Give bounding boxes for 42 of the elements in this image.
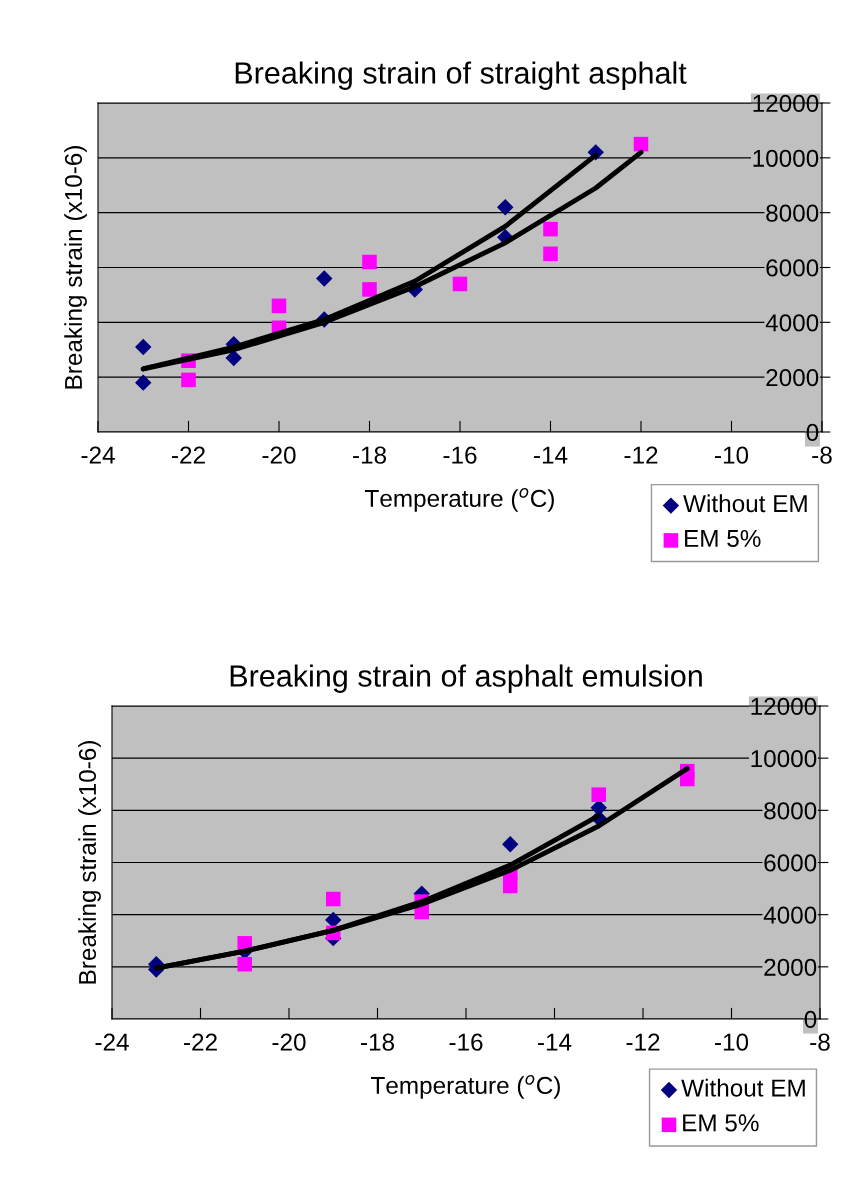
y-tick-label: 6000	[766, 259, 819, 277]
x-tick-label: -12	[626, 1033, 660, 1051]
legend-label: Without EM	[681, 1078, 805, 1097]
x-tick-label: -22	[184, 1033, 217, 1051]
y-tick-label: 4000	[765, 314, 819, 332]
x-tick-label: -24	[81, 446, 115, 464]
x-tick-label: -20	[262, 446, 296, 464]
x-axis-title: Temperature ($^{o}$C)	[371, 1074, 560, 1099]
x-tick-label: -18	[361, 1033, 395, 1051]
x-tick-label: -14	[538, 1033, 572, 1051]
x-tick-label: -24	[95, 1033, 129, 1051]
y-tick-label: 4000	[763, 906, 817, 924]
y-tick-label: 12000	[751, 697, 817, 716]
x-tick-label: -10	[715, 1033, 749, 1051]
x-tick-label: -16	[449, 1033, 483, 1051]
y-tick-label: 0	[806, 423, 819, 442]
x-tick-label: -16	[443, 446, 477, 464]
y-tick-label: 8000	[766, 204, 819, 222]
x-tick-label: -22	[172, 446, 205, 464]
y-tick-label: 10000	[751, 750, 817, 768]
x-tick-label: -8	[810, 1033, 830, 1051]
x-tick-label: -10	[715, 446, 749, 464]
x-axis-title: Temperature ($^{o}$C)	[365, 487, 554, 512]
x-tick-label: -8	[812, 446, 832, 464]
chart-title: Breaking strain of straight asphalt	[235, 61, 687, 90]
y-axis-title: Breaking strain (x10-6)	[64, 146, 87, 389]
x-tick-label: -18	[353, 446, 387, 464]
y-tick-label: 8000	[764, 802, 817, 820]
y-tick-label: 0	[804, 1010, 817, 1029]
legend-label: EM 5%	[685, 529, 761, 548]
y-tick-label: 2000	[764, 958, 817, 976]
y-axis-title: Breaking strain (x10-6)	[78, 741, 101, 984]
legend-label: Without EM	[683, 494, 807, 513]
legend-label: EM 5%	[683, 1114, 759, 1132]
y-tick-label: 12000	[753, 94, 819, 113]
y-tick-label: 2000	[766, 369, 819, 387]
y-tick-label: 6000	[764, 854, 817, 872]
chart-title: Breaking strain of asphalt emulsion	[230, 664, 702, 693]
y-tick-label: 10000	[753, 149, 819, 167]
x-tick-label: -14	[534, 446, 568, 464]
x-tick-label: -12	[624, 446, 658, 464]
x-tick-label: -20	[272, 1033, 306, 1051]
